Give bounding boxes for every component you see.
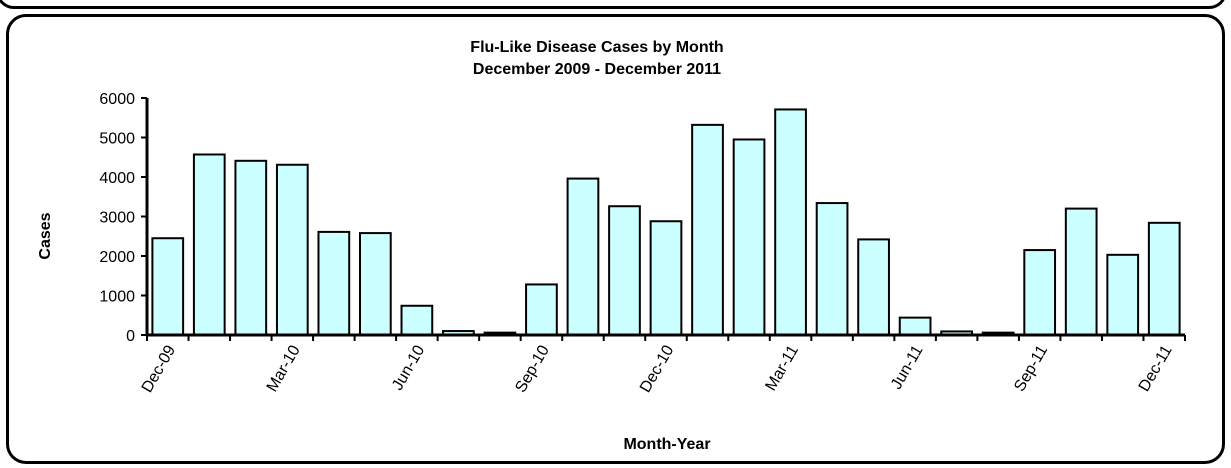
x-tick-label: Dec-09 — [139, 342, 180, 395]
y-tick-label: 6000 — [99, 91, 135, 108]
x-tick-label: Mar-11 — [763, 342, 803, 393]
bar-oct-10 — [566, 177, 600, 336]
x-tick-label: Sep-10 — [512, 342, 553, 395]
bar-dec-10 — [649, 220, 683, 337]
bar-sep-11 — [1023, 249, 1057, 336]
y-axis-title: Cases — [37, 212, 54, 259]
bar-jan-11 — [691, 123, 724, 336]
x-tick-label: Mar-10 — [264, 342, 304, 394]
bar-nov-10 — [608, 205, 641, 336]
bar-mar-10 — [275, 163, 309, 336]
x-tick-label: Dec-10 — [637, 342, 678, 395]
bar-apr-11 — [815, 202, 849, 336]
bar-may-11 — [857, 238, 890, 336]
chart-subtitle: December 2009 - December 2011 — [473, 61, 721, 78]
y-tick-label: 0 — [126, 328, 135, 345]
bar-may-10 — [358, 232, 392, 336]
bar-jun-11 — [898, 316, 932, 336]
x-tick-label: Jun-11 — [888, 342, 927, 392]
bar-feb-10 — [234, 159, 268, 336]
y-tick-label: 1000 — [99, 289, 135, 306]
y-tick-label: 2000 — [99, 249, 135, 266]
bar-jan-10 — [192, 153, 226, 336]
bar-feb-11 — [732, 138, 766, 336]
bar-oct-11 — [1064, 207, 1098, 337]
x-tick-label: Sep-11 — [1011, 342, 1051, 394]
y-tick-label: 5000 — [99, 131, 135, 148]
bar-nov-11 — [1106, 253, 1140, 336]
x-tick-label: Dec-11 — [1136, 342, 1176, 394]
y-tick-label: 3000 — [99, 210, 135, 227]
x-tick-label: Jun-10 — [389, 342, 428, 393]
chart-title: Flu-Like Disease Cases by Month — [470, 39, 723, 56]
y-tick-label: 4000 — [99, 170, 135, 187]
x-axis-title: Month-Year — [623, 436, 710, 453]
bar-mar-11 — [774, 108, 807, 336]
bar-sep-10 — [525, 283, 558, 337]
bar-dec-09 — [151, 237, 185, 337]
bar-dec-11 — [1147, 221, 1181, 337]
bar-jun-10 — [400, 304, 434, 336]
bar-apr-10 — [317, 230, 351, 336]
